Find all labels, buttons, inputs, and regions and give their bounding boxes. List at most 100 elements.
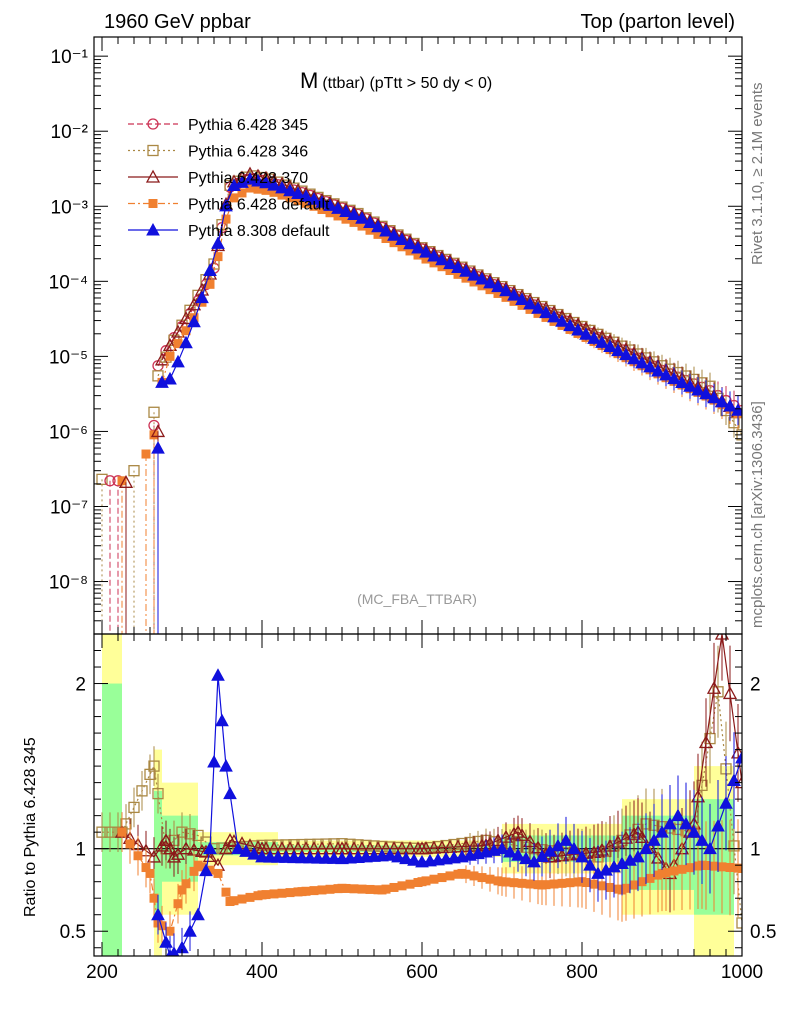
data-point	[525, 879, 535, 889]
data-point	[432, 840, 444, 853]
data-point	[730, 745, 742, 759]
data-point	[309, 886, 319, 896]
data-point	[267, 178, 281, 191]
data-point	[659, 367, 673, 381]
data-point	[229, 896, 239, 906]
data-point	[419, 245, 433, 258]
data-point	[363, 215, 377, 228]
data-point	[183, 924, 197, 937]
data-point	[451, 260, 465, 273]
data-point	[325, 884, 335, 894]
data-point	[541, 880, 551, 890]
data-point	[683, 379, 697, 392]
plot-subtitle: (ttbar) (pTtt > 50 dy < 0)	[322, 75, 492, 92]
data-point	[381, 884, 391, 894]
data-point	[165, 926, 175, 936]
data-point	[507, 288, 521, 301]
data-point	[687, 825, 701, 838]
ratio-line-p370	[121, 634, 742, 875]
data-point	[277, 888, 287, 898]
data-point	[671, 808, 685, 822]
data-point	[159, 935, 173, 948]
data-point	[176, 826, 188, 838]
legend-marker	[147, 144, 159, 157]
data-point	[706, 680, 722, 694]
y-tick-label: 10⁻⁶	[49, 422, 88, 443]
data-point	[355, 211, 369, 224]
data-point	[635, 355, 649, 369]
data-point	[339, 204, 353, 217]
legend-label: Pythia 6.428 370	[188, 170, 308, 187]
data-point	[181, 879, 191, 889]
data-point	[221, 887, 231, 897]
data-point	[346, 841, 362, 855]
data-point	[218, 841, 234, 855]
data-point	[215, 713, 229, 727]
data-point	[466, 838, 482, 852]
data-point	[722, 686, 738, 700]
data-point	[166, 849, 182, 863]
data-point	[709, 861, 719, 871]
data-point	[523, 296, 537, 310]
data-point	[231, 841, 245, 855]
data-point	[327, 851, 341, 864]
data-point	[442, 839, 458, 853]
data-point	[149, 893, 159, 903]
data-point	[307, 192, 321, 205]
data-point	[458, 839, 474, 853]
data-point	[418, 841, 434, 855]
data-point	[589, 879, 599, 889]
data-point	[437, 873, 447, 883]
series-line-p346	[157, 175, 742, 436]
data-point	[141, 449, 151, 459]
data-point	[699, 386, 713, 400]
ratio-y-tick-label: 1	[750, 840, 761, 861]
ratio-y-tick-label: 2	[75, 675, 86, 696]
data-point	[179, 335, 193, 349]
data-point	[211, 668, 225, 681]
data-point	[495, 841, 509, 855]
x-tick-label: 200	[86, 962, 118, 983]
data-point	[426, 840, 442, 854]
data-point	[685, 863, 695, 873]
data-point	[202, 849, 218, 863]
x-tick-label: 1000	[721, 962, 763, 983]
data-point	[173, 899, 183, 909]
legend-label: Pythia 8.308 default	[188, 223, 330, 240]
data-point	[621, 883, 631, 893]
data-point	[571, 322, 585, 336]
data-point	[163, 371, 177, 385]
data-point	[151, 907, 165, 921]
data-point	[405, 879, 415, 889]
data-point	[719, 796, 733, 809]
data-point	[639, 841, 653, 855]
data-point	[387, 228, 401, 241]
data-point	[421, 876, 431, 886]
data-point	[271, 850, 285, 863]
data-point	[158, 833, 174, 847]
legend-entry: Pythia 6.428 345	[128, 117, 308, 134]
data-point	[467, 268, 481, 281]
data-point	[407, 853, 421, 866]
y-tick-label: 10⁻⁸	[49, 573, 88, 594]
data-point	[626, 826, 642, 840]
ratio-band-green	[102, 683, 122, 956]
data-point	[203, 263, 217, 277]
ratio-plot-frame	[93, 633, 743, 957]
series-line-p6def	[161, 187, 739, 415]
data-point	[515, 292, 529, 305]
y-tick-label: 10⁻⁴	[49, 272, 88, 293]
data-point	[629, 880, 639, 890]
data-point	[549, 879, 559, 889]
data-point	[503, 844, 517, 858]
data-point	[434, 840, 450, 854]
data-point	[555, 314, 569, 327]
data-point	[530, 840, 546, 854]
data-point	[203, 841, 217, 855]
data-point	[477, 873, 487, 883]
data-point	[242, 838, 258, 852]
data-point	[322, 841, 338, 855]
data-point	[295, 850, 309, 864]
data-point	[104, 826, 116, 838]
data-point	[690, 789, 706, 803]
